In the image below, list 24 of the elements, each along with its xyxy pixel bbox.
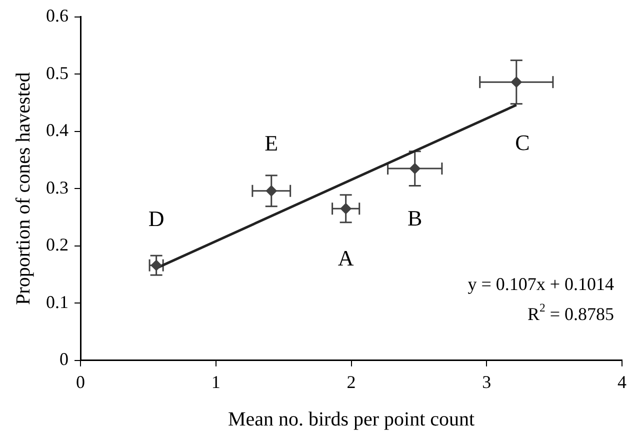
x-axis-title: Mean no. birds per point count — [228, 408, 475, 430]
point — [510, 76, 522, 88]
y-tick-label: 0.2 — [46, 234, 68, 255]
x-tick-label: 0 — [76, 372, 85, 392]
point — [340, 203, 352, 214]
y-tick-label: 0.5 — [46, 62, 68, 83]
annotation: D — [148, 206, 164, 232]
y-tick-label: 0.6 — [46, 6, 68, 26]
x-tick-label: 4 — [618, 372, 626, 392]
x-tick-label: 2 — [346, 372, 356, 392]
point — [266, 185, 277, 196]
annotation: y = 0.107x + 0.1014 — [468, 274, 614, 294]
point — [409, 163, 420, 174]
y-axis-title: Proportion of cones havested — [12, 72, 34, 305]
x-tick-label: 1 — [211, 372, 220, 392]
x-tick-label: 3 — [482, 372, 492, 392]
annotation: E — [264, 130, 278, 156]
y-tick-label: 0.1 — [46, 292, 68, 312]
annotation: A — [338, 245, 354, 270]
y-tick-label: 0.4 — [46, 120, 68, 140]
y-tick-label: 0 — [60, 349, 68, 370]
annotation: C — [515, 130, 530, 155]
y-tick-label: 0.3 — [46, 177, 68, 198]
annotation: B — [408, 205, 422, 230]
